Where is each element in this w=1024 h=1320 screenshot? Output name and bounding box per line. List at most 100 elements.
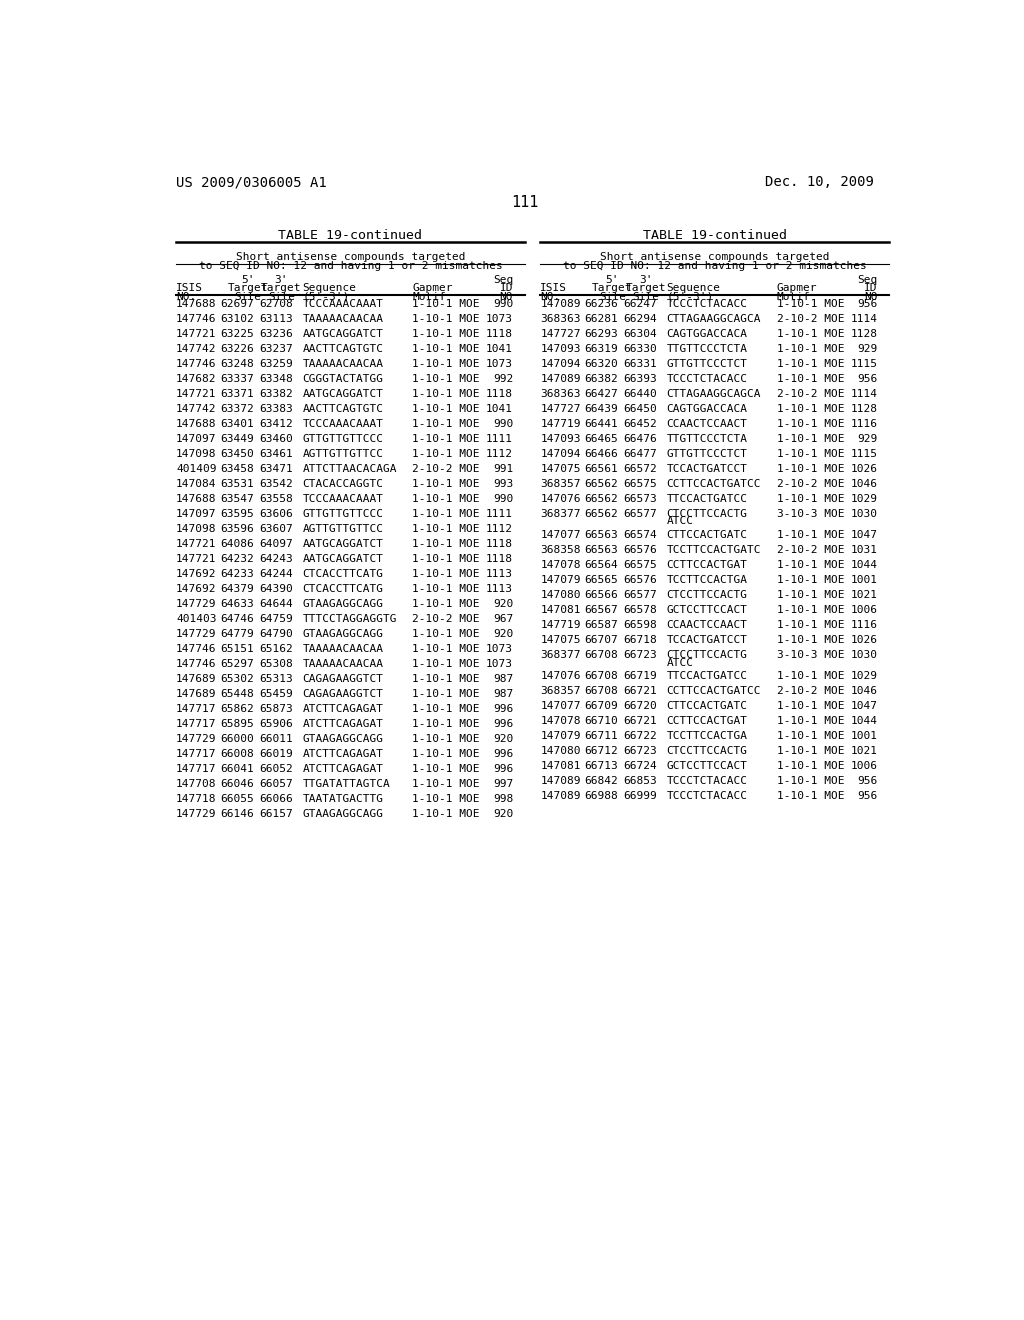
Text: 1118: 1118 — [486, 539, 513, 549]
Text: 147729: 147729 — [176, 628, 216, 639]
Text: 66561: 66561 — [584, 463, 617, 474]
Text: 66247: 66247 — [624, 298, 657, 309]
Text: 63607: 63607 — [259, 524, 293, 533]
Text: TCCCAAACAAAT: TCCCAAACAAAT — [302, 298, 383, 309]
Text: 66564: 66564 — [584, 560, 617, 570]
Text: 66587: 66587 — [584, 620, 617, 630]
Text: Dec. 10, 2009: Dec. 10, 2009 — [765, 176, 873, 189]
Text: 1-10-1 MOE: 1-10-1 MOE — [413, 779, 480, 789]
Text: 64644: 64644 — [259, 599, 293, 609]
Text: 987: 987 — [493, 675, 513, 684]
Text: 64233: 64233 — [220, 569, 254, 578]
Text: CTCACCTTCATG: CTCACCTTCATG — [302, 569, 383, 578]
Text: 1-10-1 MOE: 1-10-1 MOE — [413, 554, 480, 564]
Text: CTCACCTTCATG: CTCACCTTCATG — [302, 583, 383, 594]
Text: 66723: 66723 — [624, 746, 657, 756]
Text: 65895: 65895 — [220, 719, 254, 729]
Text: 2-10-2 MOE: 2-10-2 MOE — [776, 545, 844, 554]
Text: 147717: 147717 — [176, 719, 216, 729]
Text: 64746: 64746 — [220, 614, 254, 624]
Text: 1026: 1026 — [850, 463, 878, 474]
Text: 64633: 64633 — [220, 599, 254, 609]
Text: 996: 996 — [493, 704, 513, 714]
Text: 64379: 64379 — [220, 583, 254, 594]
Text: CTACACCAGGTC: CTACACCAGGTC — [302, 479, 383, 488]
Text: 5': 5' — [242, 275, 255, 285]
Text: 147721: 147721 — [176, 329, 216, 338]
Text: 147682: 147682 — [176, 374, 216, 384]
Text: 1-10-1 MOE: 1-10-1 MOE — [413, 644, 480, 653]
Text: 66052: 66052 — [259, 764, 293, 774]
Text: CCTTCCACTGAT: CCTTCCACTGAT — [667, 560, 748, 570]
Text: 66853: 66853 — [624, 776, 657, 787]
Text: 990: 990 — [493, 494, 513, 504]
Text: 64232: 64232 — [220, 554, 254, 564]
Text: 63412: 63412 — [259, 418, 293, 429]
Text: 2-10-2 MOE: 2-10-2 MOE — [776, 388, 844, 399]
Text: 147089: 147089 — [541, 374, 581, 384]
Text: 65862: 65862 — [220, 704, 254, 714]
Text: TCCCAAACAAAT: TCCCAAACAAAT — [302, 418, 383, 429]
Text: 65151: 65151 — [220, 644, 254, 653]
Text: 66562: 66562 — [584, 479, 617, 488]
Text: CTTCCACTGATC: CTTCCACTGATC — [667, 529, 748, 540]
Text: 66565: 66565 — [584, 576, 617, 585]
Text: 1115: 1115 — [850, 449, 878, 458]
Text: 1031: 1031 — [850, 545, 878, 554]
Text: to SEQ ID NO: 12 and having 1 or 2 mismatches: to SEQ ID NO: 12 and having 1 or 2 misma… — [563, 261, 866, 271]
Text: 147729: 147729 — [176, 734, 216, 744]
Text: 64390: 64390 — [259, 583, 293, 594]
Text: TTGTTCCCTCTA: TTGTTCCCTCTA — [667, 434, 748, 444]
Text: 147076: 147076 — [541, 671, 581, 681]
Text: CCAACTCCAACT: CCAACTCCAACT — [667, 418, 748, 429]
Text: 1-10-1 MOE: 1-10-1 MOE — [413, 675, 480, 684]
Text: 1-10-1 MOE: 1-10-1 MOE — [413, 764, 480, 774]
Text: 401409: 401409 — [176, 463, 216, 474]
Text: 1-10-1 MOE: 1-10-1 MOE — [413, 343, 480, 354]
Text: 64759: 64759 — [259, 614, 293, 624]
Text: 1111: 1111 — [486, 434, 513, 444]
Text: ISIS: ISIS — [176, 284, 203, 293]
Text: Site: Site — [599, 292, 626, 301]
Text: 1114: 1114 — [850, 314, 878, 323]
Text: 1-10-1 MOE: 1-10-1 MOE — [413, 704, 480, 714]
Text: 66393: 66393 — [624, 374, 657, 384]
Text: 64243: 64243 — [259, 554, 293, 564]
Text: 368363: 368363 — [541, 314, 581, 323]
Text: 66439: 66439 — [584, 404, 617, 413]
Text: 1-10-1 MOE: 1-10-1 MOE — [413, 628, 480, 639]
Text: 66476: 66476 — [624, 434, 657, 444]
Text: TAAAAACAACAA: TAAAAACAACAA — [302, 659, 383, 669]
Text: 1-10-1 MOE: 1-10-1 MOE — [776, 329, 844, 338]
Text: CAGTGGACCACA: CAGTGGACCACA — [667, 404, 748, 413]
Text: 1-10-1 MOE: 1-10-1 MOE — [413, 508, 480, 519]
Text: 63225: 63225 — [220, 329, 254, 338]
Text: CTCCTTCCACTG: CTCCTTCCACTG — [667, 590, 748, 601]
Text: TCCCTCTACACC: TCCCTCTACACC — [667, 792, 748, 801]
Text: 66477: 66477 — [624, 449, 657, 458]
Text: 1-10-1 MOE: 1-10-1 MOE — [776, 635, 844, 645]
Text: 147076: 147076 — [541, 494, 581, 504]
Text: 1073: 1073 — [486, 359, 513, 368]
Text: 64244: 64244 — [259, 569, 293, 578]
Text: 147098: 147098 — [176, 524, 216, 533]
Text: 2-10-2 MOE: 2-10-2 MOE — [776, 314, 844, 323]
Text: 66724: 66724 — [624, 762, 657, 771]
Text: 63337: 63337 — [220, 374, 254, 384]
Text: 66157: 66157 — [259, 809, 293, 818]
Text: 66720: 66720 — [624, 701, 657, 711]
Text: NO: NO — [500, 292, 513, 301]
Text: 66563: 66563 — [584, 545, 617, 554]
Text: 66708: 66708 — [584, 686, 617, 696]
Text: 147094: 147094 — [541, 359, 581, 368]
Text: 1030: 1030 — [850, 508, 878, 519]
Text: 63449: 63449 — [220, 434, 254, 444]
Text: TTGTTCCCTCTA: TTGTTCCCTCTA — [667, 343, 748, 354]
Text: TTCCACTGATCC: TTCCACTGATCC — [667, 494, 748, 504]
Text: 1001: 1001 — [850, 731, 878, 742]
Text: 1-10-1 MOE: 1-10-1 MOE — [776, 746, 844, 756]
Text: 66066: 66066 — [259, 795, 293, 804]
Text: 1-10-1 MOE: 1-10-1 MOE — [413, 359, 480, 368]
Text: 66440: 66440 — [624, 388, 657, 399]
Text: 147079: 147079 — [541, 576, 581, 585]
